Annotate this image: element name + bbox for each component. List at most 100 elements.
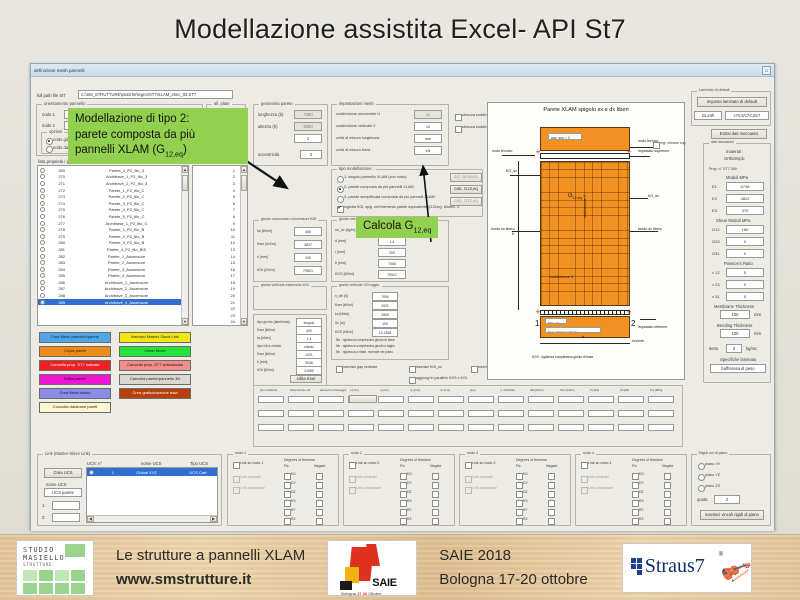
crea-ucs-button[interactable]: Crea UCS <box>44 468 82 478</box>
mid-table-cell[interactable] <box>258 424 284 431</box>
index-item[interactable]: 16 <box>230 266 235 272</box>
chk-dof-fix[interactable]: DZ <box>632 490 644 498</box>
index-item[interactable]: 25 <box>193 325 247 326</box>
chk-dof-fix[interactable]: RZ <box>400 517 412 525</box>
mid-table-cell[interactable] <box>438 424 464 431</box>
index-item[interactable]: 6 <box>232 200 235 206</box>
action-button[interactable]: Copia pareti <box>39 346 111 357</box>
row-radio-icon[interactable] <box>40 266 45 272</box>
list-item[interactable]: 270 Architrave_1_P2_filo_3 <box>38 174 188 181</box>
chk-dof-fix[interactable]: RZ <box>284 517 296 525</box>
rigidi-option[interactable]: piano ZX <box>698 484 720 492</box>
field-input[interactable]: 4822 <box>726 194 764 203</box>
index-item[interactable]: 4 <box>232 187 235 193</box>
index-item[interactable]: 2 <box>232 174 235 180</box>
row-radio-icon[interactable] <box>40 220 45 226</box>
ucs-hscroll-right-icon[interactable]: ▶ <box>210 516 217 522</box>
field-input[interactable]: 12.2268 <box>372 328 398 337</box>
index-item[interactable]: 1 <box>232 167 235 173</box>
index-item[interactable]: 10 <box>230 227 235 233</box>
mid-table-cell[interactable] <box>588 396 614 403</box>
chk-release-sup[interactable]: ingl. release sup. <box>653 141 686 149</box>
action-button[interactable]: Crea Mesh solaio <box>39 388 111 399</box>
index-item[interactable]: 14 <box>230 253 235 259</box>
chk-dof-fix[interactable]: RX <box>400 499 412 507</box>
field-input[interactable]: 1.4 <box>378 237 406 246</box>
row-radio-icon[interactable] <box>40 293 45 299</box>
mid-table-cell[interactable] <box>588 410 614 417</box>
index-item[interactable]: 23 <box>230 312 235 318</box>
field-input[interactable]: 7050 <box>372 292 398 301</box>
mid-table-cell[interactable] <box>558 396 584 403</box>
mid-table-cell[interactable] <box>378 396 404 403</box>
chk-link-nodo[interactable]: Link su nodo 3 <box>465 461 495 469</box>
field-input[interactable]: mm <box>414 134 442 143</box>
chk-ingloba-kgt[interactable]: ingloba KGt, spig. nell'elemento parete … <box>337 205 459 213</box>
field-input[interactable]: 7080 <box>378 259 406 268</box>
index-listbox[interactable]: 1234567891011121314151617181920212223242… <box>192 165 248 326</box>
chk-dof-fix[interactable]: DX <box>516 472 528 480</box>
estrai-dati-button[interactable]: Estrai dati meccanici <box>711 129 767 139</box>
index-item[interactable]: 12 <box>230 240 235 246</box>
mid-table-cell[interactable] <box>558 410 584 417</box>
mid-table-cell[interactable] <box>438 410 464 417</box>
calc-g12eq-button-dim[interactable]: calc. G12,eq <box>450 197 482 206</box>
edita-kser-button-1[interactable]: edita Kser <box>290 375 322 383</box>
chk-link-verticale[interactable]: Link verticale <box>581 475 609 483</box>
list-item[interactable]: 275 Parete_4_P2_filo_C <box>38 207 188 214</box>
index-item[interactable]: 20 <box>230 293 235 299</box>
mid-table-cell[interactable] <box>528 396 554 403</box>
field-input[interactable]: 0 <box>726 249 764 258</box>
index-list-scrollbar[interactable]: ▲ ▼ <box>240 166 247 325</box>
row-radio-icon[interactable] <box>40 233 45 239</box>
index-item[interactable]: 17 <box>230 273 235 279</box>
field-input[interactable]: 3837 <box>294 240 322 249</box>
rigidi-option[interactable]: piano YZ <box>698 473 720 481</box>
mid-table-cell[interactable] <box>468 424 494 431</box>
list-item[interactable]: 271 Architrave_2_P2_filo_3 <box>38 180 188 187</box>
ucs-p1-input[interactable] <box>52 501 80 510</box>
ucs-row[interactable]: 1 Global XYZ UCS Cart <box>87 468 217 476</box>
list-item[interactable]: 284 Parete_3_Ascensore <box>38 266 188 273</box>
modellazione-option[interactable]: 3- parete semplificata composta da più p… <box>337 195 435 203</box>
mid-table-cell[interactable] <box>288 424 314 431</box>
chk-dof-fix[interactable]: RZ <box>632 517 644 525</box>
chk-dof-fix[interactable]: DX <box>632 472 644 480</box>
calc-g12eq-button[interactable]: calc. G12,eq <box>450 185 482 194</box>
list-item[interactable]: 286 Architrave_1_Ascensore <box>38 279 188 286</box>
mid-table-cell[interactable] <box>498 410 524 417</box>
row-radio-icon[interactable] <box>40 273 45 279</box>
mid-table-cell[interactable] <box>258 410 284 417</box>
chk-link-orizzontale[interactable]: Link orizzontale <box>465 486 497 494</box>
row-radio-icon[interactable] <box>40 174 45 180</box>
opzione-nodo-da-creare[interactable]: nodo da creare <box>46 145 81 153</box>
chk-dof-fix[interactable]: DZ <box>284 490 296 498</box>
chk-dof-fix[interactable]: RZ <box>516 517 528 525</box>
field-input[interactable]: 1 <box>294 134 322 143</box>
field-input[interactable]: 79521 <box>294 266 322 275</box>
field-input[interactable]: 0 <box>726 237 764 246</box>
field-input[interactable]: 2809 <box>372 310 398 319</box>
chk-link-verticale[interactable]: Link verticale <box>465 475 493 483</box>
chk-sblocca-v[interactable]: sblocca suddivisione V <box>455 125 500 133</box>
index-scroll-thumb[interactable] <box>241 175 247 191</box>
ucs-listbox[interactable]: 1 Global XYZ UCS Cart ◀ ▶ <box>86 467 218 523</box>
row-radio-icon[interactable] <box>40 253 45 259</box>
imposta-laminato-button[interactable]: imposta laminato di default <box>697 97 767 107</box>
mid-table-cell[interactable] <box>318 424 344 431</box>
spec-input[interactable]: buff/erosa di peso <box>710 364 766 373</box>
list-item[interactable]: 274 Parete_3_P2_filo_C <box>38 200 188 207</box>
row-radio-icon[interactable] <box>40 180 45 186</box>
action-button[interactable]: Inserisci Master-Slave Link <box>119 332 191 343</box>
chk-sblocca-u[interactable]: sblocca suddivisione U <box>455 113 501 121</box>
mid-table-cell[interactable] <box>348 424 374 431</box>
field-input[interactable]: 10 <box>414 110 442 119</box>
mid-table-cell[interactable] <box>618 396 644 403</box>
list-item[interactable]: 276 Parete_5_P2_filo_C <box>38 213 188 220</box>
row-radio-icon[interactable] <box>40 279 45 285</box>
laminato-layers[interactable]: c7/c3/c7/c3/c7 <box>725 111 769 120</box>
field-input[interactable]: 21960 <box>296 366 322 375</box>
field-input[interactable]: 6748 <box>726 182 764 191</box>
scroll-down-icon[interactable]: ▼ <box>182 318 188 325</box>
field-input[interactable]: 0 <box>726 292 764 301</box>
